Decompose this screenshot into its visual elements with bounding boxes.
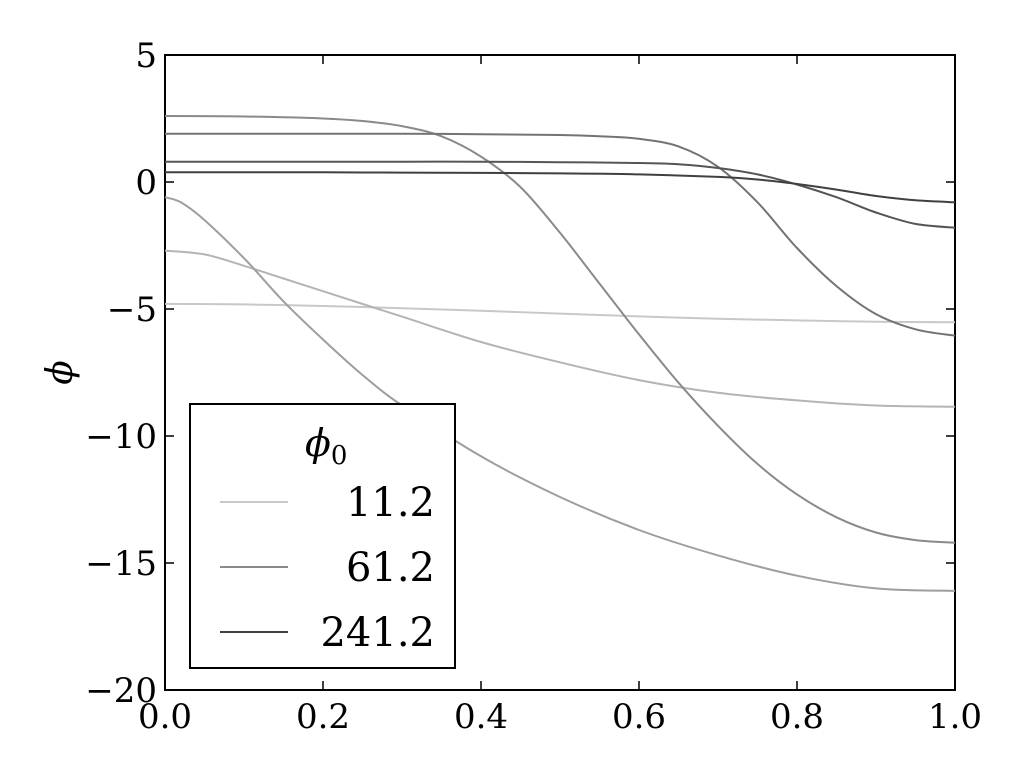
- x-tick-label: 0.2: [296, 697, 350, 737]
- x-tick-label: 1.0: [928, 697, 982, 737]
- y-axis-label: ϕ: [40, 360, 81, 385]
- y-tick-label: −20: [85, 671, 157, 711]
- y-tick-label: −10: [85, 417, 157, 457]
- legend: ϕ0 11.2 61.2 241.2: [189, 403, 456, 669]
- series-line-2: [164, 249, 956, 408]
- series-line-5: [165, 132, 956, 337]
- y-tick-label: −5: [107, 290, 157, 330]
- legend-title-subscript: 0: [331, 441, 348, 471]
- series-line-6: [165, 160, 956, 229]
- series-line-4: [164, 115, 956, 544]
- legend-title-symbol: ϕ: [305, 421, 331, 465]
- x-tick-label: 0.6: [612, 697, 666, 737]
- series-line-7: [165, 171, 956, 204]
- legend-label: 11.2: [346, 480, 435, 526]
- legend-title: ϕ0: [305, 421, 347, 471]
- legend-label: 61.2: [346, 545, 435, 591]
- y-tick-label: −15: [85, 544, 157, 584]
- x-tick-label: 0.8: [770, 697, 824, 737]
- plot-area: [164, 54, 956, 691]
- series-line-1: [164, 302, 956, 324]
- legend-label: 241.2: [320, 610, 435, 656]
- legend-entries: 11.2 61.2 241.2: [220, 480, 435, 656]
- y-tick-label: 5: [135, 36, 157, 76]
- x-tick-label: 0.4: [454, 697, 508, 737]
- y-tick-label: 0: [135, 163, 157, 203]
- x-tick-label: 0.0: [138, 697, 192, 737]
- ticks-layer: 0.0 0.2 0.4 0.6 0.8 1.0 5 0 −5 −10 −15 −20: [85, 36, 982, 737]
- legend-box: [189, 403, 456, 669]
